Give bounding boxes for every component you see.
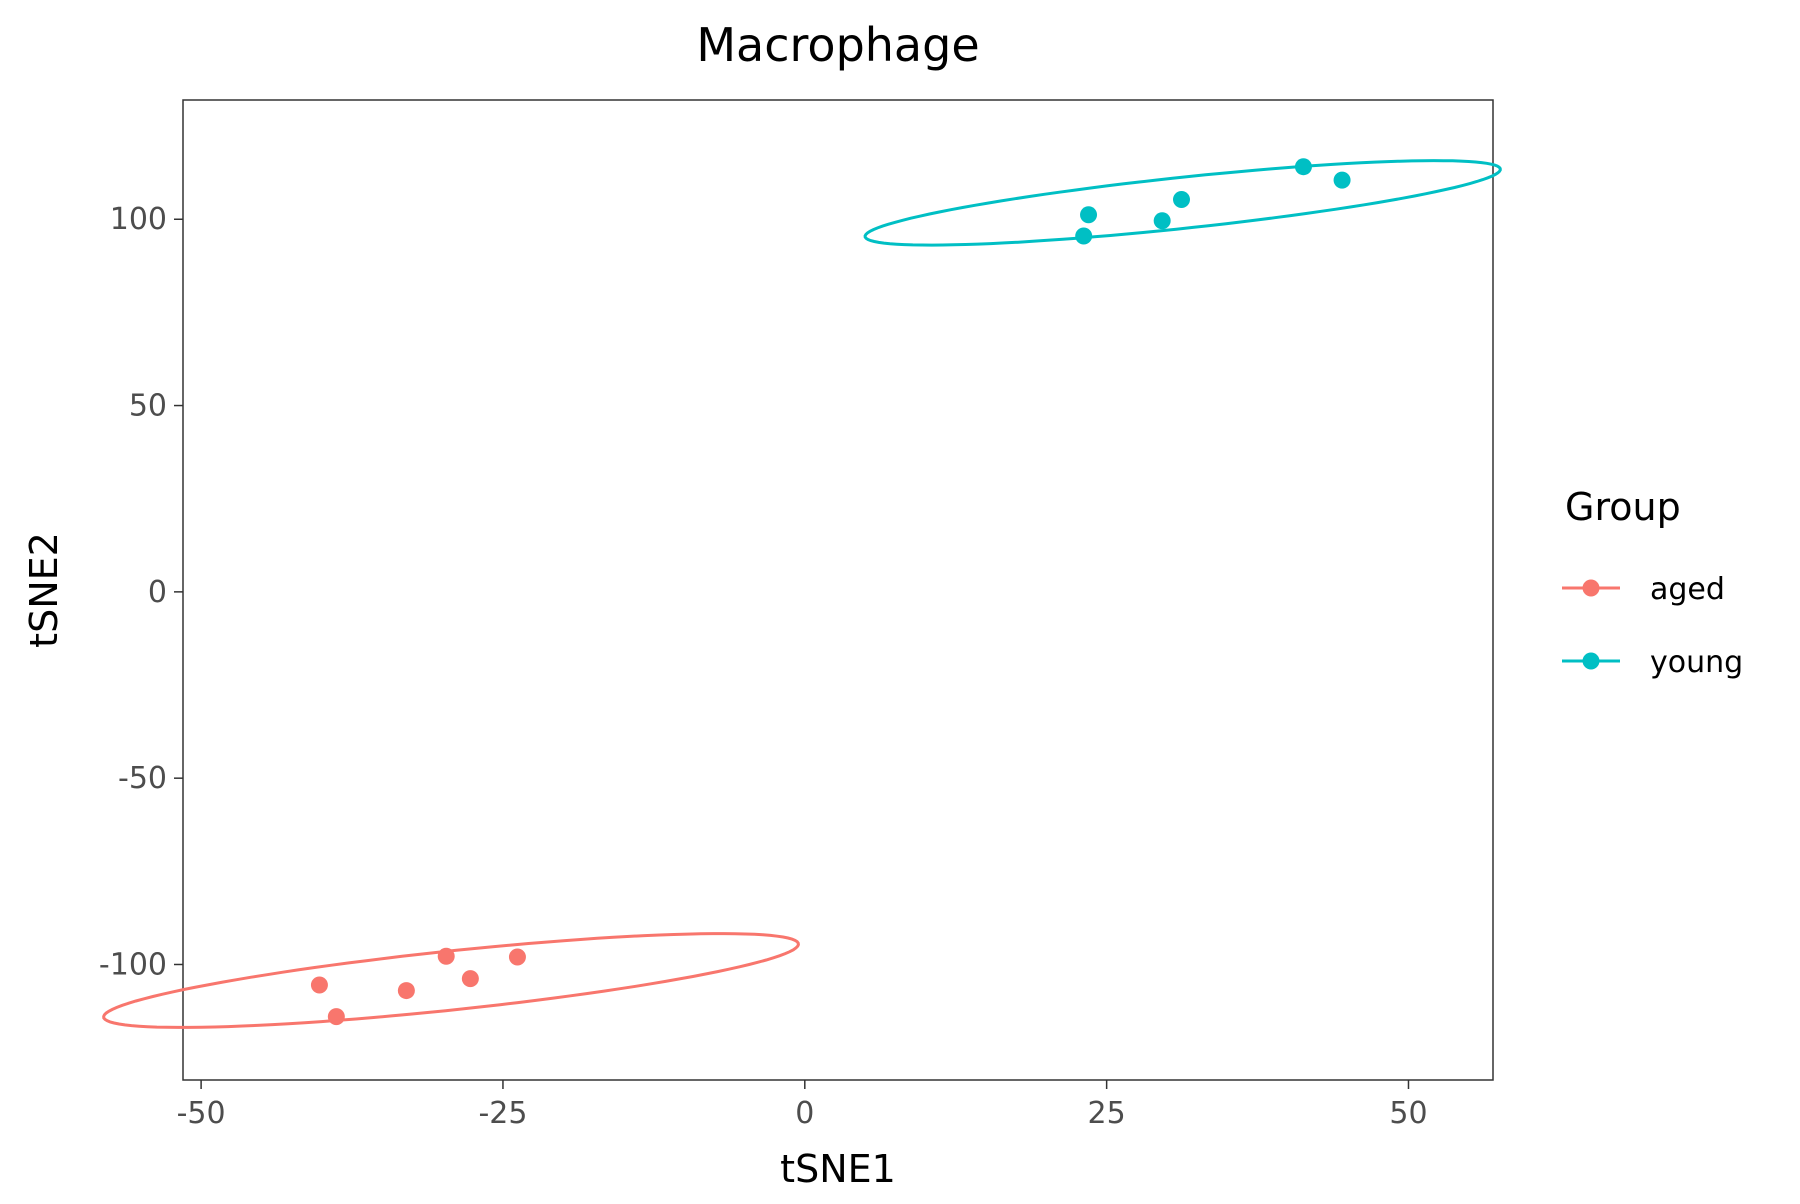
y-axis: -100 -50 0 50 100 [99,202,183,982]
legend-key-point [1582,652,1600,670]
y-axis-title: tSNE2 [22,532,66,648]
data-point-young [1294,158,1312,176]
chart-title: Macrophage [696,18,979,72]
ellipse-aged [102,932,800,1029]
x-axis: -50 -25 0 25 50 [177,1080,1428,1131]
y-tick-label: 100 [110,202,167,237]
points-layer [310,158,1351,1026]
y-tick-label: 0 [148,575,167,610]
y-tick-label: 50 [129,389,167,424]
legend-item-young: young [1562,645,1743,680]
x-tick-label: 0 [795,1096,814,1131]
plot-area [102,99,1502,1081]
y-tick-label: -50 [118,761,167,796]
data-point-young [1080,206,1098,224]
y-tick-label: -100 [99,947,167,982]
x-axis-title: tSNE1 [780,1147,896,1191]
data-point-aged [437,947,455,965]
data-point-aged [461,970,479,988]
data-point-aged [310,976,328,994]
data-point-young [1333,171,1351,189]
x-tick-label: 25 [1088,1096,1126,1131]
x-tick-label: -50 [177,1096,226,1131]
panel-border [182,99,1494,1081]
data-point-young [1153,212,1171,230]
legend-items: aged young [1562,572,1743,680]
data-point-young [1172,190,1190,208]
data-point-aged [508,948,526,966]
legend-key-point [1582,579,1600,597]
data-point-young [1075,227,1093,245]
ellipses-layer [102,159,1502,1029]
legend: Group aged young [1562,485,1743,680]
legend-label: aged [1650,572,1725,607]
legend-title: Group [1565,485,1681,529]
legend-item-aged: aged [1562,572,1725,607]
data-point-aged [397,982,415,1000]
x-tick-label: -25 [478,1096,527,1131]
data-point-aged [327,1008,345,1026]
x-tick-label: 50 [1389,1096,1427,1131]
legend-label: young [1650,645,1743,680]
ellipse-young [863,159,1502,247]
